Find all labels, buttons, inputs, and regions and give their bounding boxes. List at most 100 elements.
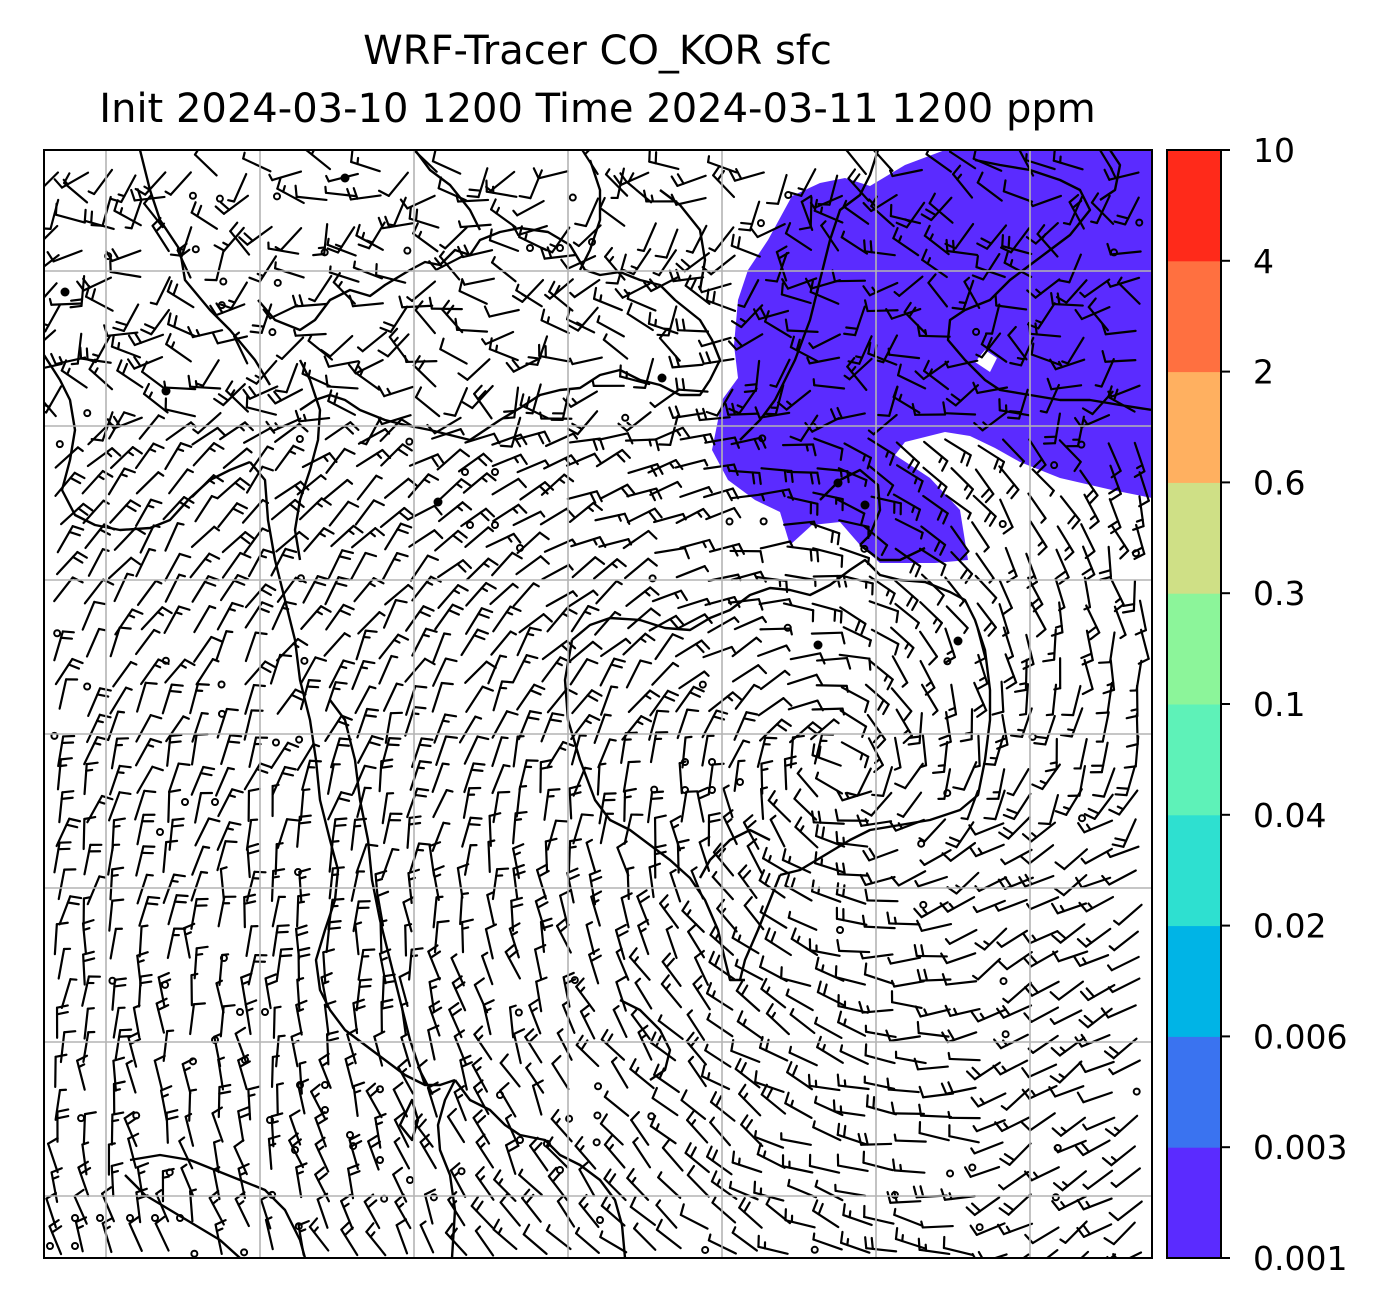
wind-barb	[1045, 683, 1058, 717]
wind-barb	[384, 477, 419, 499]
wind-barb	[945, 605, 969, 635]
wind-barb	[839, 1044, 869, 1065]
wind-barb	[108, 898, 125, 932]
wind-barb	[44, 329, 57, 342]
wind-barb	[810, 631, 846, 645]
wind-barb	[451, 975, 467, 1012]
wind-barb	[491, 736, 509, 768]
wind-barb	[1031, 763, 1061, 791]
wind-barb	[324, 681, 348, 712]
wind-barb	[789, 734, 805, 769]
wind-barb	[994, 898, 1028, 912]
wind-barb	[164, 397, 196, 418]
wind-barb	[1082, 1169, 1114, 1190]
wind-barb	[1125, 713, 1139, 748]
wind-barb	[615, 975, 628, 1012]
wind-barb	[466, 167, 489, 199]
wind-barb	[894, 518, 924, 540]
wind-barb	[227, 172, 248, 203]
wind-barb	[594, 610, 622, 636]
wind-barb	[381, 552, 409, 581]
wind-barb	[810, 718, 840, 741]
wind-barb	[951, 279, 975, 311]
wind-barb	[461, 816, 483, 848]
wind-barb	[143, 194, 164, 229]
wind-barb	[550, 389, 571, 421]
wind-barb	[458, 715, 483, 744]
wind-barb	[1051, 923, 1086, 944]
wind-barb	[48, 1219, 63, 1256]
calm-wind-marker	[1001, 1030, 1010, 1039]
wind-barb	[492, 1218, 518, 1251]
wind-barb	[923, 440, 949, 472]
wind-barb	[54, 657, 84, 686]
wind-barb	[626, 172, 653, 204]
wind-barb	[109, 174, 137, 204]
wind-barb	[193, 605, 217, 634]
wind-barb	[328, 549, 355, 579]
wind-barb	[1079, 278, 1111, 298]
calm-wind-marker	[406, 1176, 414, 1184]
wind-barb	[473, 384, 493, 420]
wind-barb	[377, 414, 412, 426]
wind-barb	[543, 454, 579, 470]
wind-barb	[380, 737, 402, 769]
wind-barb	[1090, 192, 1115, 225]
wind-barb	[1078, 895, 1115, 913]
wind-barb	[271, 895, 287, 928]
wind-barb	[759, 718, 792, 742]
wind-barb	[546, 819, 569, 851]
wind-barb	[842, 575, 874, 596]
wind-barb	[1065, 415, 1085, 448]
wind-barb	[55, 550, 88, 576]
wind-barb	[465, 557, 499, 581]
wind-barb	[575, 1034, 600, 1068]
wind-barb	[812, 378, 846, 390]
wind-barb	[83, 578, 115, 605]
wind-barb	[734, 958, 764, 981]
wind-barb	[491, 551, 523, 577]
wind-barb	[53, 630, 75, 662]
wind-barb	[296, 893, 311, 928]
wind-barb	[350, 551, 378, 581]
wind-barb	[246, 843, 260, 879]
wind-barb	[324, 576, 351, 606]
wind-barb	[531, 1079, 544, 1116]
wind-barb	[470, 1195, 494, 1229]
wind-barb	[578, 1193, 600, 1229]
calm-wind-marker	[261, 1008, 269, 1016]
wind-barb	[605, 253, 627, 285]
wind-barb	[843, 357, 873, 381]
wind-barb	[324, 421, 360, 441]
wind-barb	[1022, 930, 1059, 945]
wind-barb	[686, 1164, 710, 1198]
wind-barb	[141, 360, 168, 391]
calm-wind-marker	[681, 758, 689, 766]
colorbar-tick-label: 10	[1253, 131, 1295, 170]
wind-barb	[1094, 358, 1115, 388]
wind-barb	[950, 525, 970, 561]
wind-barb	[942, 1235, 975, 1257]
calm-wind-marker	[1132, 1087, 1141, 1096]
wind-barb	[812, 547, 844, 568]
wind-barb	[600, 637, 632, 658]
wind-barb	[754, 1070, 785, 1093]
wind-barb	[769, 814, 786, 848]
calm-wind-marker	[188, 191, 197, 200]
wind-barb	[116, 359, 144, 389]
wind-barb	[217, 1056, 225, 1091]
wind-barb	[512, 510, 546, 527]
wind-barb	[861, 914, 896, 930]
wind-barb	[190, 870, 209, 902]
wind-barb	[1098, 150, 1113, 171]
wind-barb	[193, 635, 223, 663]
wind-barb	[647, 790, 665, 824]
wind-barb	[919, 734, 928, 769]
wind-barb	[786, 673, 824, 686]
wind-barb	[184, 1112, 195, 1147]
wind-barb	[1024, 1226, 1060, 1245]
wind-barb	[570, 714, 601, 741]
wind-barb	[124, 198, 143, 230]
wind-barb	[1076, 927, 1112, 948]
